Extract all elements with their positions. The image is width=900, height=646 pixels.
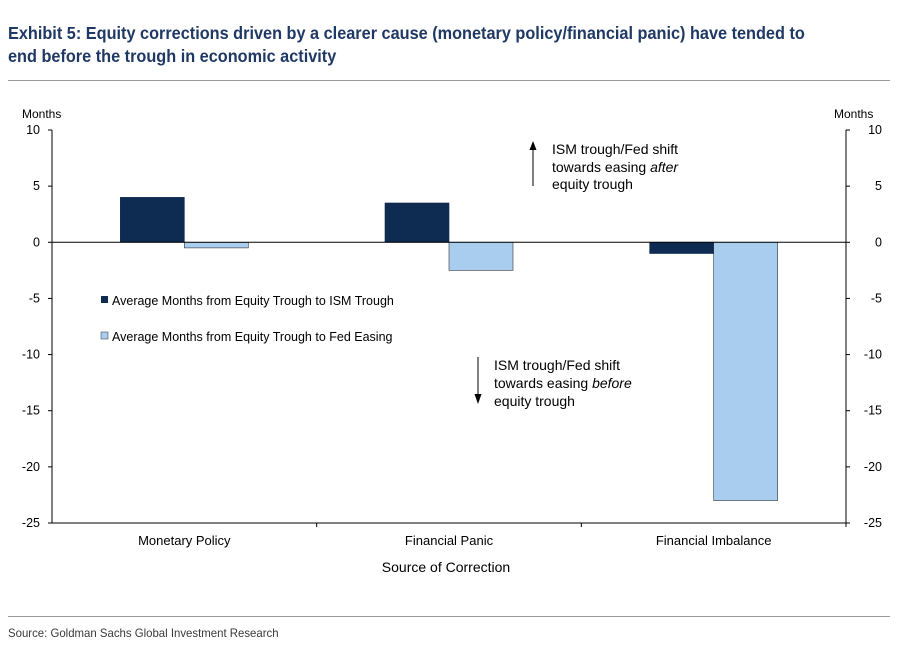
bar-series-1-financial-imbalance — [649, 241, 714, 254]
up-arrow-head-icon — [529, 141, 537, 150]
x-category-label: Monetary Policy — [138, 533, 231, 548]
legend: Average Months from Equity Trough to ISM… — [100, 294, 394, 344]
y-tick-label-right: -15 — [864, 404, 882, 418]
x-category-label: Financial Panic — [405, 533, 494, 548]
annotation-before-line-2: towards easing before — [494, 375, 632, 391]
y-tick-label-left: 0 — [33, 235, 40, 249]
annotation-after-line-3: equity trough — [552, 176, 633, 192]
y-tick-label-right: -10 — [864, 348, 882, 362]
y-tick-label-right: -5 — [871, 291, 882, 305]
y-tick-label-left: -5 — [29, 291, 40, 305]
annotation-after-line-2: towards easing after — [552, 159, 679, 175]
annotation-before-line-1: ISM trough/Fed shift — [494, 357, 620, 373]
y-tick-label-right: 0 — [875, 235, 882, 249]
y-tick-label-left: -25 — [22, 516, 40, 530]
legend-swatch-series-2 — [100, 331, 109, 340]
down-arrow-head-icon — [474, 394, 482, 404]
y-tick-label-left: -20 — [22, 460, 40, 474]
y-tick-label-right: -25 — [864, 516, 882, 530]
annotation-before-line-3: equity trough — [494, 393, 575, 409]
annotation-after: ISM trough/Fed shift towards easing afte… — [529, 141, 679, 192]
bar-series-2-financial-panic — [448, 241, 514, 271]
top-divider — [8, 80, 890, 81]
y-tick-label-left: 5 — [33, 179, 40, 193]
y-axis-label-left: Months — [22, 107, 61, 121]
annotation-before: ISM trough/Fed shift towards easing befo… — [474, 357, 632, 409]
bar-series-2-financial-imbalance — [713, 241, 778, 501]
y-tick-label-left: 10 — [26, 123, 40, 137]
legend-label-series-1: Average Months from Equity Trough to ISM… — [112, 294, 394, 308]
y-tick-label-right: 5 — [875, 179, 882, 193]
chart-title: Exhibit 5: Equity corrections driven by … — [8, 23, 805, 66]
legend-swatch-series-1 — [101, 296, 108, 303]
source-note: Source: Goldman Sachs Global Investment … — [8, 626, 279, 640]
y-tick-label-right: -20 — [864, 460, 882, 474]
y-tick-label-right: 10 — [868, 123, 882, 137]
legend-label-series-2: Average Months from Equity Trough to Fed… — [112, 330, 393, 344]
x-axis-label: Source of Correction — [382, 559, 510, 575]
y-axis-label-right: Months — [834, 107, 873, 121]
bottom-divider — [8, 616, 890, 617]
y-tick-label-left: -10 — [22, 348, 40, 362]
annotation-after-line-1: ISM trough/Fed shift — [552, 141, 678, 157]
bar-series-2-monetary-policy — [184, 241, 249, 249]
x-category-label: Financial Imbalance — [656, 533, 772, 548]
y-tick-label-left: -15 — [22, 404, 40, 418]
bar-series-1-financial-panic — [384, 202, 450, 243]
bar-series-1-monetary-policy — [120, 197, 185, 243]
